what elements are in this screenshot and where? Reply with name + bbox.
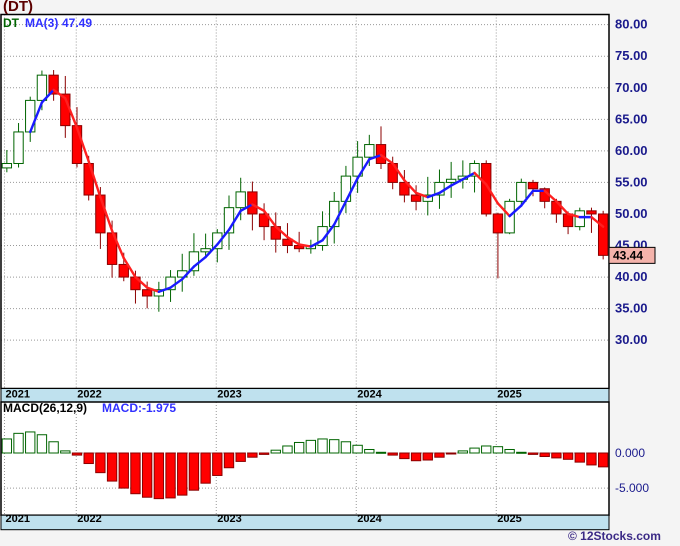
svg-text:2023: 2023: [217, 513, 241, 525]
svg-text:2022: 2022: [77, 389, 101, 401]
svg-text:MACD(26,12,9): MACD(26,12,9): [3, 401, 87, 415]
svg-text:MA(3): MA(3): [25, 16, 58, 30]
svg-text:75.00: 75.00: [615, 48, 648, 63]
svg-text:47.49: 47.49: [62, 16, 92, 30]
svg-text:80.00: 80.00: [615, 17, 648, 32]
svg-text:60.00: 60.00: [615, 143, 648, 158]
svg-text:0.000: 0.000: [615, 446, 645, 460]
svg-text:43.44: 43.44: [613, 248, 643, 262]
svg-text:(DT): (DT): [3, 0, 33, 15]
svg-text:2022: 2022: [77, 513, 101, 525]
svg-text:35.00: 35.00: [615, 301, 648, 316]
svg-text:2021: 2021: [6, 513, 30, 525]
svg-text:40.00: 40.00: [615, 269, 648, 284]
svg-text:MACD:-1.975: MACD:-1.975: [102, 401, 176, 415]
svg-text:30.00: 30.00: [615, 332, 648, 347]
svg-text:55.00: 55.00: [615, 174, 648, 189]
svg-text:DT: DT: [3, 16, 20, 30]
svg-text:© 12Stocks.com: © 12Stocks.com: [568, 529, 661, 543]
svg-text:2024: 2024: [357, 389, 382, 401]
svg-text:-5.000: -5.000: [615, 481, 649, 495]
svg-text:70.00: 70.00: [615, 80, 648, 95]
svg-text:2024: 2024: [357, 513, 382, 525]
svg-text:2023: 2023: [217, 389, 241, 401]
svg-text:2025: 2025: [497, 389, 521, 401]
svg-text:50.00: 50.00: [615, 206, 648, 221]
svg-text:2021: 2021: [6, 389, 30, 401]
svg-text:65.00: 65.00: [615, 111, 648, 126]
svg-text:2025: 2025: [497, 513, 521, 525]
